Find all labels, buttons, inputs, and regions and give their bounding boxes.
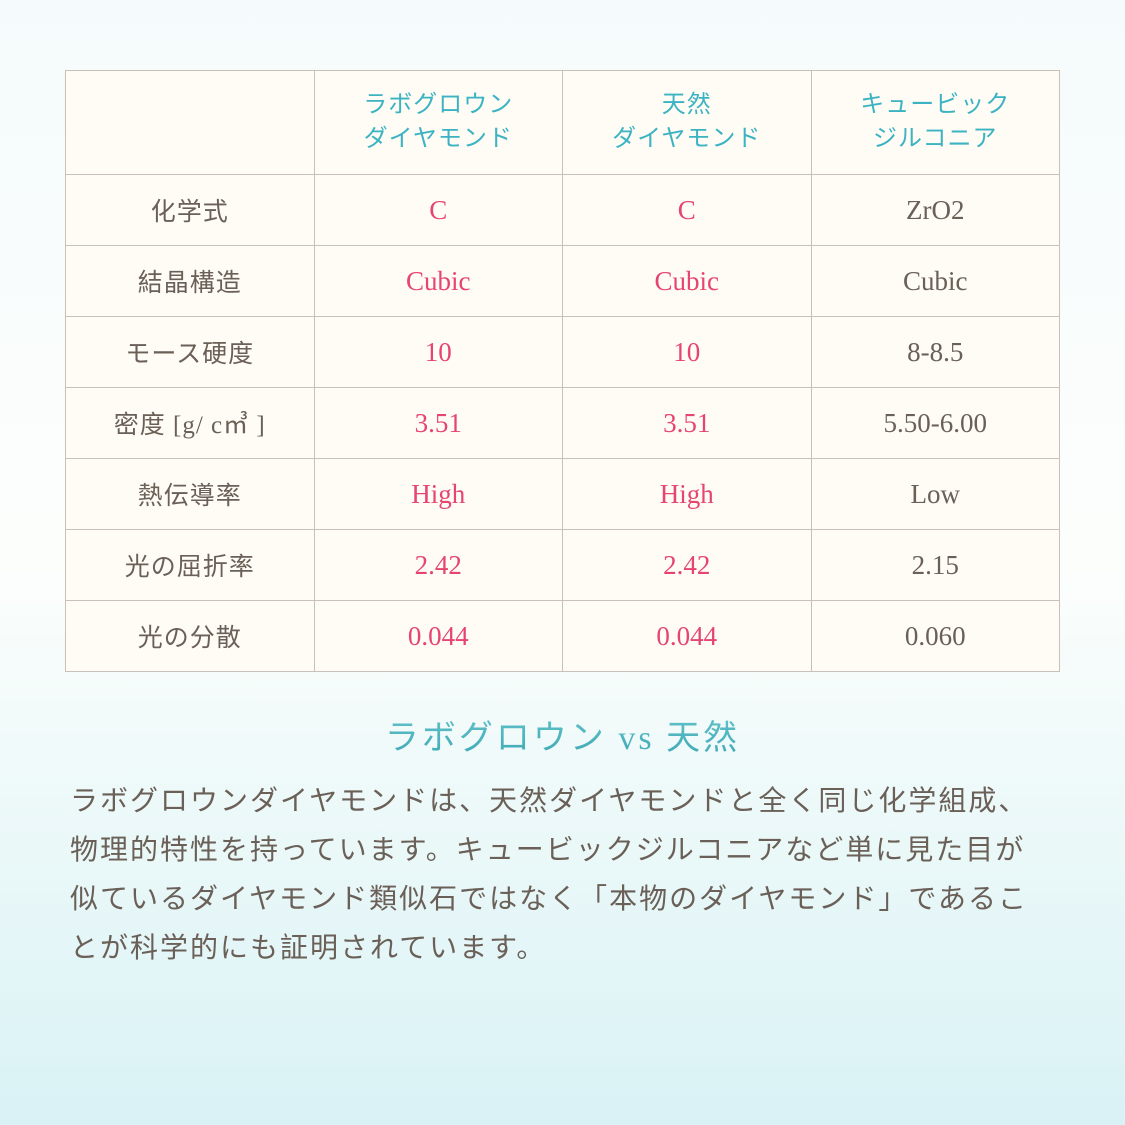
header-natural: 天然ダイヤモンド — [563, 71, 812, 175]
table-row: 結晶構造 Cubic Cubic Cubic — [66, 246, 1060, 317]
row-label: 光の屈折率 — [66, 530, 315, 601]
cell-cz: 0.060 — [811, 601, 1060, 672]
cell-labgrown: High — [314, 459, 563, 530]
cell-natural: 2.42 — [563, 530, 812, 601]
row-label: 光の分散 — [66, 601, 315, 672]
cell-cz: Low — [811, 459, 1060, 530]
table-row: 光の屈折率 2.42 2.42 2.15 — [66, 530, 1060, 601]
cell-labgrown: 10 — [314, 317, 563, 388]
cell-labgrown: C — [314, 175, 563, 246]
cell-labgrown: 3.51 — [314, 388, 563, 459]
cell-natural: Cubic — [563, 246, 812, 317]
table-header-row: ラボグロウンダイヤモンド 天然ダイヤモンド キュービックジルコニア — [66, 71, 1060, 175]
table-row: モース硬度 10 10 8-8.5 — [66, 317, 1060, 388]
header-cz: キュービックジルコニア — [811, 71, 1060, 175]
cell-labgrown: 2.42 — [314, 530, 563, 601]
table-row: 密度 [g/ c㎥ ] 3.51 3.51 5.50-6.00 — [66, 388, 1060, 459]
table-row: 熱伝導率 High High Low — [66, 459, 1060, 530]
row-label: モース硬度 — [66, 317, 315, 388]
cell-natural: 0.044 — [563, 601, 812, 672]
cell-cz: 5.50-6.00 — [811, 388, 1060, 459]
cell-labgrown: 0.044 — [314, 601, 563, 672]
table-row: 光の分散 0.044 0.044 0.060 — [66, 601, 1060, 672]
cell-natural: C — [563, 175, 812, 246]
cell-cz: 2.15 — [811, 530, 1060, 601]
header-labgrown: ラボグロウンダイヤモンド — [314, 71, 563, 175]
row-label: 密度 [g/ c㎥ ] — [66, 388, 315, 459]
comparison-table: ラボグロウンダイヤモンド 天然ダイヤモンド キュービックジルコニア 化学式 C … — [65, 70, 1060, 672]
row-label: 結晶構造 — [66, 246, 315, 317]
cell-cz: Cubic — [811, 246, 1060, 317]
description-text: ラボグロウンダイヤモンドは、天然ダイヤモンドと全く同じ化学組成、物理的特性を持っ… — [65, 777, 1060, 973]
table-row: 化学式 C C ZrO2 — [66, 175, 1060, 246]
header-empty — [66, 71, 315, 175]
cell-cz: ZrO2 — [811, 175, 1060, 246]
cell-natural: 3.51 — [563, 388, 812, 459]
row-label: 化学式 — [66, 175, 315, 246]
cell-labgrown: Cubic — [314, 246, 563, 317]
cell-natural: High — [563, 459, 812, 530]
section-title: ラボグロウン vs 天然 — [65, 710, 1060, 759]
row-label: 熱伝導率 — [66, 459, 315, 530]
cell-natural: 10 — [563, 317, 812, 388]
cell-cz: 8-8.5 — [811, 317, 1060, 388]
